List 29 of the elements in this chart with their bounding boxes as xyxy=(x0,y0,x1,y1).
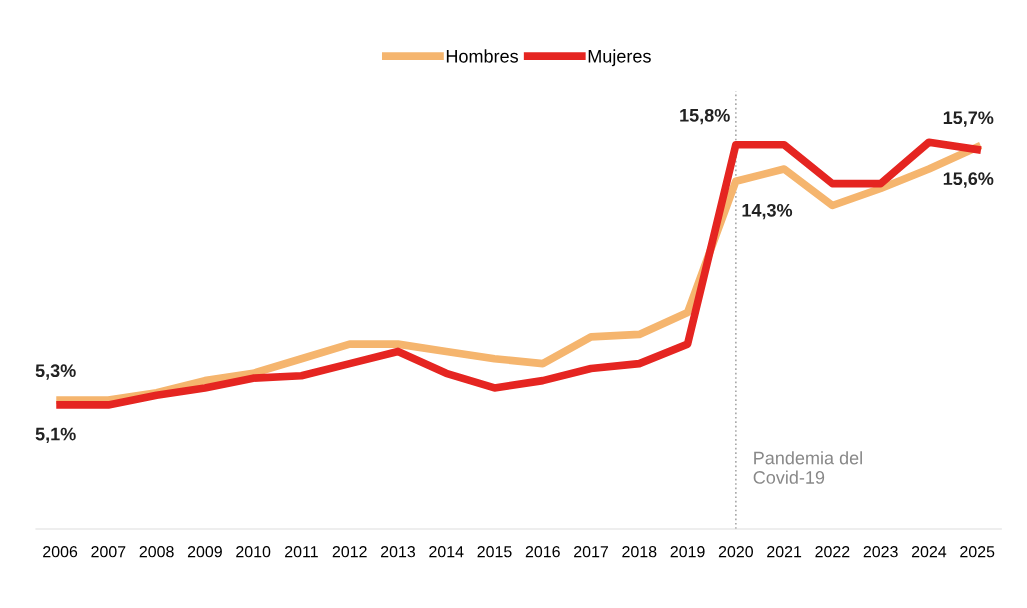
x-tick-label: 2013 xyxy=(381,546,416,558)
x-tick-label: 2021 xyxy=(767,546,802,558)
legend-label: Mujeres xyxy=(588,49,651,67)
x-tick-label: 2020 xyxy=(718,546,753,558)
data-label: 5,1% xyxy=(35,427,76,444)
data-label: 14,3% xyxy=(742,203,793,220)
x-tick-label: 2011 xyxy=(285,546,318,558)
x-tick-label: 2018 xyxy=(622,546,657,558)
x-tick-label: 2010 xyxy=(236,546,271,558)
x-tick-label: 2012 xyxy=(332,546,367,558)
x-tick-label: 2006 xyxy=(43,546,78,558)
x-tick-label: 2014 xyxy=(429,546,464,558)
x-tick-label: 2019 xyxy=(670,546,705,558)
x-tick-label: 2025 xyxy=(960,546,995,558)
legend-label: Hombres xyxy=(446,49,518,63)
x-tick-label: 2023 xyxy=(863,546,898,558)
x-tick-label: 2024 xyxy=(911,546,947,558)
x-tick-label: 2017 xyxy=(574,546,608,558)
x-tick-label: 2007 xyxy=(91,546,126,558)
ref-line-label: Pandemia del Covid-19 xyxy=(753,451,862,484)
data-label: 15,7% xyxy=(943,111,994,127)
x-tick-label: 2009 xyxy=(187,546,222,558)
x-tick-label: 2015 xyxy=(477,546,512,558)
x-tick-label: 2016 xyxy=(525,546,560,558)
data-label: 15,6% xyxy=(943,172,994,188)
x-tick-label: 2022 xyxy=(815,546,850,558)
data-label: 5,3% xyxy=(35,364,76,380)
data-label: 15,8% xyxy=(680,108,730,125)
x-tick-label: 2008 xyxy=(139,546,174,558)
